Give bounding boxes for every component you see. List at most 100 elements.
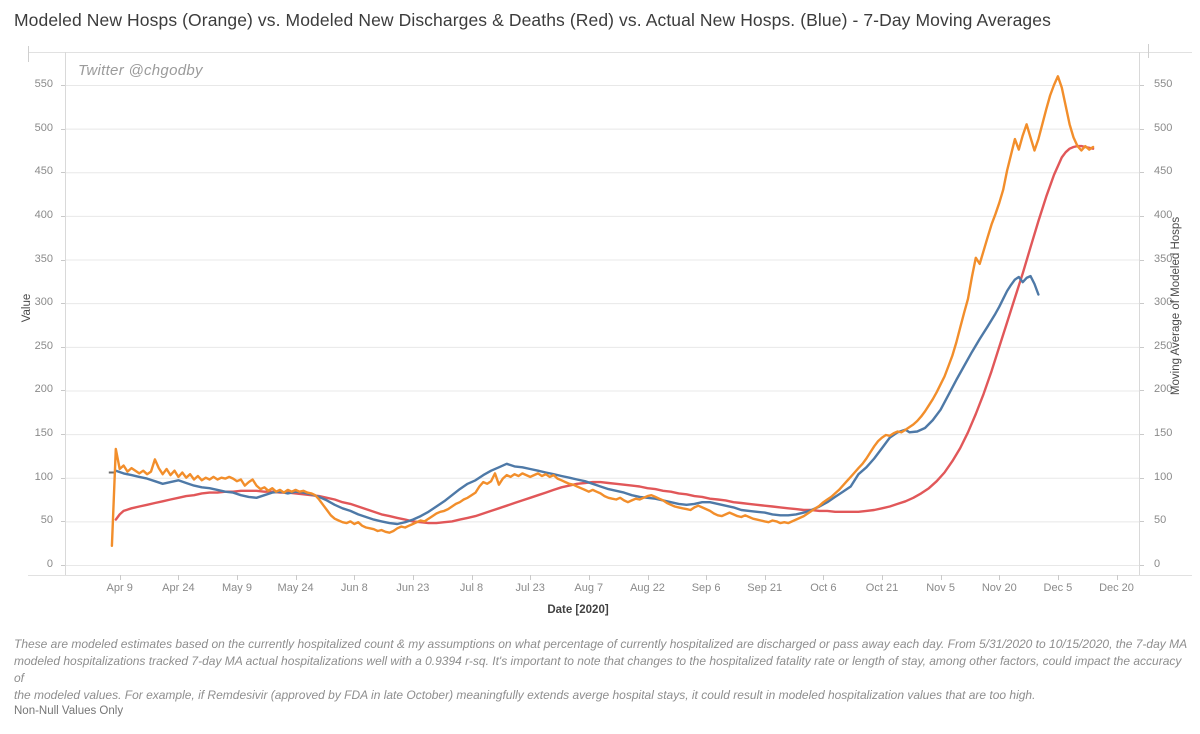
x-axis-tick-label: Nov 20 <box>981 582 1017 594</box>
y-axis-left-tick-label: 450 <box>34 165 53 178</box>
footnote-line-3: the modeled values. For example, if Remd… <box>14 688 1036 702</box>
footnote-line-2: modeled hospitalizations tracked 7-day M… <box>14 654 1182 685</box>
x-axis-tick-label: Sep 21 <box>747 582 783 594</box>
x-axis-tick-mark <box>471 575 473 580</box>
x-axis-tick-mark <box>354 575 356 580</box>
y-axis-right-tick-label: 500 <box>1154 121 1173 134</box>
x-axis-tick-label: Dec 5 <box>1043 582 1073 594</box>
x-axis-ticks: Apr 9 Apr 24 May 9 May 24 Jun 8 Jun 23 Jul 8 Ju… <box>65 575 1140 601</box>
y-axis-right-tick-label: 300 <box>1154 296 1173 309</box>
y-axis-right-tick-mark <box>1140 172 1144 174</box>
y-axis-left-tick-mark <box>61 390 65 392</box>
series-line-red[interactable] <box>114 144 1095 525</box>
y-axis-title-right: Moving Average of Modeled Hosps <box>1170 216 1182 396</box>
y-axis-left-tick-label: 0 <box>46 558 53 570</box>
y-axis-right-tick-label: 350 <box>1154 252 1173 265</box>
x-axis-tick-mark <box>412 575 414 580</box>
x-axis-tick-label: Oct 21 <box>865 582 899 594</box>
y-axis-right-tick-label: 450 <box>1154 165 1173 178</box>
x-axis-tick-mark <box>295 575 297 580</box>
y-axis-right-tick-mark <box>1140 303 1144 305</box>
footnote: These are modeled estimates based on the… <box>14 636 1194 704</box>
y-axis-right-tick-mark <box>1140 346 1144 348</box>
y-axis-left-tick-mark <box>61 215 65 217</box>
x-axis-tick-mark <box>706 575 708 580</box>
x-axis-tick-label: Jul 8 <box>459 582 484 594</box>
y-axis-right-tick-mark <box>1140 85 1144 86</box>
x-axis-tick-mark <box>119 575 121 580</box>
y-axis-left-tick-mark <box>61 346 65 348</box>
x-axis-tick-mark <box>237 575 238 580</box>
y-axis-left-tick-mark <box>61 303 65 305</box>
y-axis-right-tick-label: 250 <box>1154 339 1173 352</box>
frame-bottom-axis-line <box>28 575 1192 576</box>
x-axis-tick-mark <box>940 575 942 580</box>
y-axis-right-tick-label: 150 <box>1154 427 1173 440</box>
y-axis-left-tick-label: 500 <box>34 121 53 134</box>
y-axis-right-tick-label: 0 <box>1154 558 1161 570</box>
footnote-line-1: These are modeled estimates based on the… <box>14 637 1188 651</box>
y-axis-left-tick-label: 100 <box>34 470 53 483</box>
x-axis-tick-label: Apr 24 <box>162 582 195 594</box>
y-axis-left-tick-mark <box>61 565 65 566</box>
y-axis-left-tick-label: 150 <box>34 427 53 440</box>
y-axis-right-tick-label: 100 <box>1154 470 1173 483</box>
frame-right-corner-dash <box>1148 44 1149 58</box>
x-axis-tick-mark <box>882 575 883 580</box>
plot-area[interactable] <box>65 52 1140 575</box>
x-axis-tick-mark <box>178 575 180 580</box>
y-axis-right-tick-mark <box>1140 521 1144 523</box>
y-axis-right-ticks: 0 50 100 150 200 250 300 350 400 450 500 550 <box>1148 52 1193 575</box>
y-axis-right-tick-mark <box>1140 390 1144 392</box>
y-axis-left-tick-label: 200 <box>34 383 53 396</box>
y-axis-left-tick-label: 50 <box>40 514 53 527</box>
x-axis-tick-mark <box>764 575 766 580</box>
y-axis-right-tick-mark <box>1140 128 1144 130</box>
x-axis-tick-label: May 24 <box>277 582 314 594</box>
x-axis-tick-label: Aug 22 <box>630 582 665 594</box>
x-axis-title: Date [2020] <box>547 604 609 616</box>
y-axis-right-tick-mark <box>1140 565 1144 566</box>
x-axis-tick-mark <box>588 575 590 580</box>
frame-top-border <box>28 52 1192 53</box>
x-axis-tick-label: Nov 5 <box>926 582 955 594</box>
non-null-values-label: Non-Null Values Only <box>14 705 124 717</box>
x-axis-tick-mark <box>1116 575 1118 580</box>
series-line-orange[interactable] <box>110 75 1095 547</box>
x-axis-tick-label: Jun 8 <box>340 582 368 594</box>
y-axis-right-tick-label: 50 <box>1154 514 1167 527</box>
x-axis-tick-label: Aug 7 <box>574 582 604 594</box>
watermark-annotation: Twitter @chgodby <box>78 62 203 79</box>
y-axis-right-tick-mark <box>1140 477 1144 479</box>
chart-title: Modeled New Hosps (Orange) vs. Modeled N… <box>14 10 1051 30</box>
y-axis-left-tick-label: 350 <box>34 252 53 265</box>
x-axis-tick-mark <box>1057 575 1059 580</box>
y-axis-left-tick-mark <box>61 521 65 523</box>
y-axis-left-ticks: 0 50 100 150 200 250 300 350 400 450 500 550 <box>0 52 60 575</box>
x-axis-tick-label: Apr 9 <box>106 582 133 594</box>
y-axis-right-tick-mark <box>1140 259 1144 261</box>
x-axis-tick-label: Sep 6 <box>691 582 721 594</box>
frame-left-corner-dash <box>28 46 29 62</box>
y-axis-right-tick-mark <box>1140 215 1144 217</box>
x-axis-tick-mark <box>999 575 1001 580</box>
y-axis-right-tick-mark <box>1140 434 1144 436</box>
y-axis-left-tick-mark <box>61 477 65 479</box>
x-axis-tick-mark <box>647 575 649 580</box>
y-axis-left-tick-label: 400 <box>34 208 53 221</box>
x-axis-tick-mark <box>530 575 532 580</box>
y-axis-right-tick-label: 400 <box>1154 208 1173 221</box>
x-axis-tick-label: Jul 23 <box>515 582 545 594</box>
y-axis-left-tick-label: 250 <box>34 339 53 352</box>
y-axis-title-left: Value <box>21 293 33 323</box>
x-axis-tick-label: Jun 23 <box>396 582 430 594</box>
y-axis-right-tick-label: 550 <box>1154 78 1173 90</box>
y-axis-right-tick-label: 200 <box>1154 383 1173 396</box>
x-axis-tick-label: May 9 <box>222 582 252 594</box>
y-axis-left-tick-mark <box>61 434 65 436</box>
series-line-blue[interactable] <box>114 274 1040 526</box>
x-axis-tick-mark <box>823 575 825 580</box>
y-axis-left-tick-mark <box>61 259 65 261</box>
y-axis-left-tick-mark <box>61 85 65 86</box>
